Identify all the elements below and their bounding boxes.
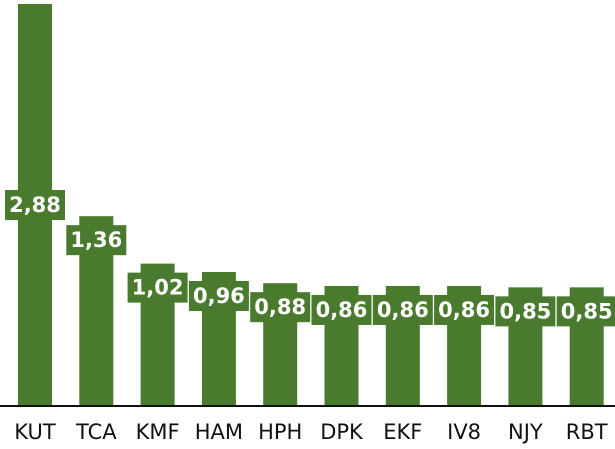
bars-group	[18, 4, 604, 406]
value-label-bg-hph	[250, 292, 311, 323]
value-label-bg-njy	[495, 296, 556, 327]
value-label-rbt: 0,85	[561, 299, 613, 323]
value-label-bg-kut	[5, 190, 65, 220]
value-labels-group: 2,88 1,36 1,02 0,96 0,88 0,86 0,86 0,86 0,85 0,85	[5, 190, 615, 327]
x-tick-labels-group: KUT TCA KMF HAM HPH DPK EKF IV8 NJY RBT	[14, 420, 607, 444]
value-label-ham: 0,96	[193, 284, 245, 308]
x-tick-label-hph: HPH	[258, 420, 302, 444]
value-label-tca: 1,36	[70, 228, 122, 252]
x-tick-label-dpk: DPK	[320, 420, 364, 444]
x-tick-label-kut: KUT	[14, 420, 56, 444]
value-label-bg-iv8	[434, 294, 495, 325]
value-label-dpk: 0,86	[316, 298, 368, 322]
x-tick-label-ekf: EKF	[383, 420, 422, 444]
value-label-kmf: 1,02	[132, 276, 184, 300]
value-label-bg-tca	[66, 225, 127, 256]
x-tick-label-njy: NJY	[508, 420, 543, 444]
value-label-iv8: 0,86	[438, 298, 490, 322]
value-label-njy: 0,85	[499, 299, 551, 323]
value-label-ekf: 0,86	[377, 298, 429, 322]
x-tick-label-tca: TCA	[75, 420, 117, 444]
x-tick-label-iv8: IV8	[447, 420, 481, 444]
value-label-kut: 2,88	[9, 193, 61, 217]
x-tick-label-kmf: KMF	[136, 420, 180, 444]
value-label-bg-kmf	[127, 272, 188, 303]
value-label-bg-ekf	[372, 294, 433, 325]
value-label-bg-rbt	[556, 296, 615, 327]
value-label-bg-dpk	[311, 294, 372, 325]
x-tick-label-rbt: RBT	[566, 420, 608, 444]
value-label-hph: 0,88	[254, 295, 306, 319]
x-tick-label-ham: HAM	[195, 420, 243, 444]
value-label-bg-ham	[188, 281, 249, 311]
